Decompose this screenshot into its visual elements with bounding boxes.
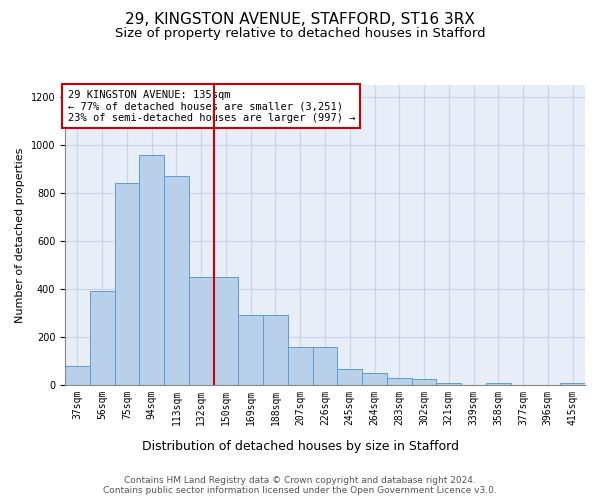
Text: 29 KINGSTON AVENUE: 135sqm
← 77% of detached houses are smaller (3,251)
23% of s: 29 KINGSTON AVENUE: 135sqm ← 77% of deta… <box>68 90 355 122</box>
Bar <box>486 382 511 385</box>
Bar <box>139 154 164 385</box>
Bar <box>313 346 337 385</box>
Bar <box>436 382 461 385</box>
Bar <box>288 346 313 385</box>
Text: 29, KINGSTON AVENUE, STAFFORD, ST16 3RX: 29, KINGSTON AVENUE, STAFFORD, ST16 3RX <box>125 12 475 28</box>
Bar <box>387 378 412 385</box>
Bar <box>115 184 139 385</box>
Bar <box>189 277 214 385</box>
Bar <box>412 379 436 385</box>
Bar <box>337 370 362 385</box>
Bar <box>214 277 238 385</box>
Bar <box>362 373 387 385</box>
Text: Contains public sector information licensed under the Open Government Licence v3: Contains public sector information licen… <box>103 486 497 495</box>
Y-axis label: Number of detached properties: Number of detached properties <box>15 148 25 322</box>
Bar <box>90 292 115 385</box>
Bar <box>238 316 263 385</box>
Text: Size of property relative to detached houses in Stafford: Size of property relative to detached ho… <box>115 28 485 40</box>
Bar <box>65 366 90 385</box>
Bar <box>263 316 288 385</box>
Bar <box>560 382 585 385</box>
Text: Contains HM Land Registry data © Crown copyright and database right 2024.: Contains HM Land Registry data © Crown c… <box>124 476 476 485</box>
Text: Distribution of detached houses by size in Stafford: Distribution of detached houses by size … <box>142 440 458 453</box>
Bar <box>164 176 189 385</box>
